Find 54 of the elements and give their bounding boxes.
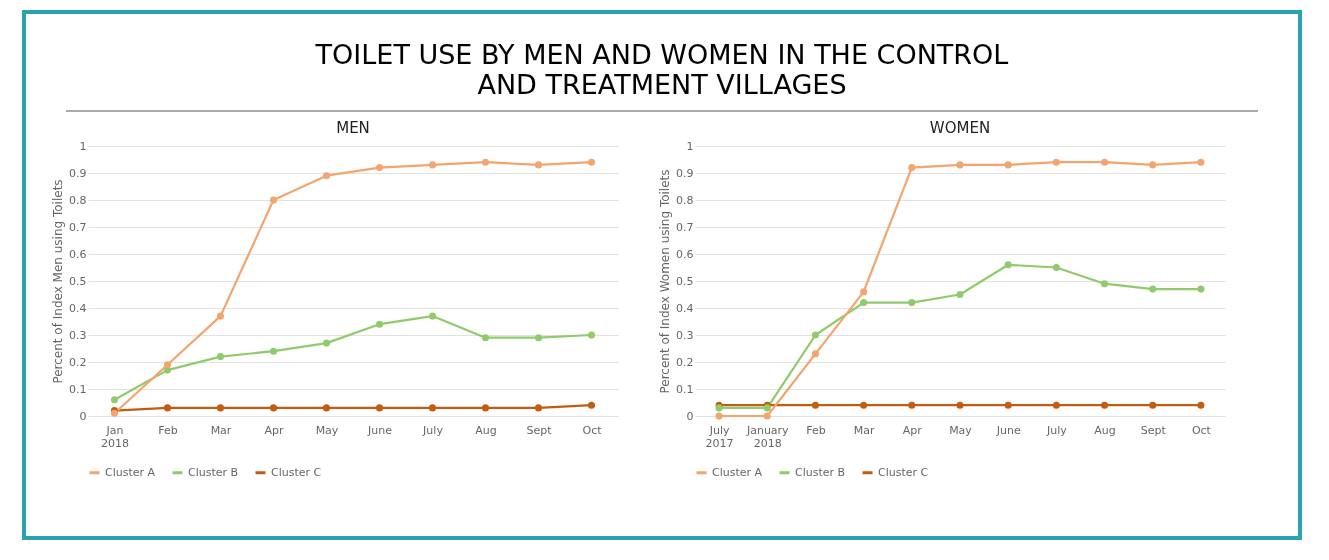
y-tick-label: 0.8: [69, 193, 87, 207]
y-tick-label: 0.9: [676, 166, 694, 180]
y-tick-label: 0.2: [676, 355, 694, 369]
x-tick-label: July 2017: [705, 423, 734, 450]
y-tick-label: 0.3: [676, 328, 694, 342]
y-axis-title: Percent of Index Men using Toilets: [51, 179, 66, 384]
x-tick-label: Apr: [902, 423, 923, 437]
y-tick-label: 0.8: [676, 193, 694, 207]
x-tick-label: Sept: [1140, 423, 1167, 437]
x-tick-label: July: [422, 423, 444, 437]
x-tick-label: Feb: [806, 423, 826, 437]
y-tick-label: 0: [79, 409, 87, 423]
x-tick-label: Sept: [526, 423, 553, 437]
y-tick-label: 0.1: [676, 382, 694, 396]
y-tick-label: 0.3: [69, 328, 87, 342]
chart-title: TOILET USE BY MEN AND WOMEN IN THE CONTROL AND TREATMENT VILLAGES: [314, 39, 1010, 100]
y-tick-label: 0.6: [676, 247, 694, 261]
legend-label: Cluster C: [271, 465, 322, 479]
legend-label: Cluster B: [795, 465, 846, 479]
y-tick-label: 0.7: [69, 220, 87, 234]
x-tick-label: July: [1045, 423, 1068, 437]
y-tick-label: 1: [686, 139, 694, 153]
legend-label: Cluster A: [105, 465, 156, 479]
x-tick-label: Jan 2018: [101, 423, 129, 450]
x-tick-label: May: [315, 423, 339, 437]
x-tick-label: Feb: [158, 423, 178, 437]
x-tick-label: Oct: [1191, 423, 1212, 437]
y-tick-label: 0.5: [676, 274, 694, 288]
legend-label: Cluster C: [878, 465, 929, 479]
y-tick-label: 0.2: [69, 355, 87, 369]
y-tick-label: 0.4: [69, 301, 87, 315]
x-tick-label: Apr: [264, 423, 284, 437]
x-tick-label: Mar: [853, 423, 875, 437]
y-tick-label: 1: [79, 139, 87, 153]
y-tick-label: 0.9: [69, 166, 87, 180]
x-tick-label: Aug: [475, 423, 497, 437]
x-tick-label: January 2018: [745, 423, 790, 450]
legend-label: Cluster A: [712, 465, 763, 479]
x-tick-label: Aug: [1094, 423, 1116, 437]
chart-subtitle: WOMEN: [929, 119, 991, 137]
y-axis-title: Percent of Index Women using Toilets: [658, 169, 673, 394]
x-tick-label: May: [949, 423, 973, 437]
y-tick-label: 0.5: [69, 274, 87, 288]
x-tick-label: June: [995, 423, 1021, 437]
y-tick-label: 0.7: [676, 220, 694, 234]
y-tick-label: 0.1: [69, 382, 87, 396]
chart-subtitle: MEN: [336, 119, 370, 137]
x-tick-label: Mar: [210, 423, 232, 437]
y-tick-label: 0.6: [69, 247, 87, 261]
x-tick-label: June: [367, 423, 393, 437]
y-tick-label: 0.4: [676, 301, 694, 315]
x-tick-label: Oct: [582, 423, 603, 437]
legend-label: Cluster B: [188, 465, 239, 479]
y-tick-label: 0: [686, 409, 694, 423]
